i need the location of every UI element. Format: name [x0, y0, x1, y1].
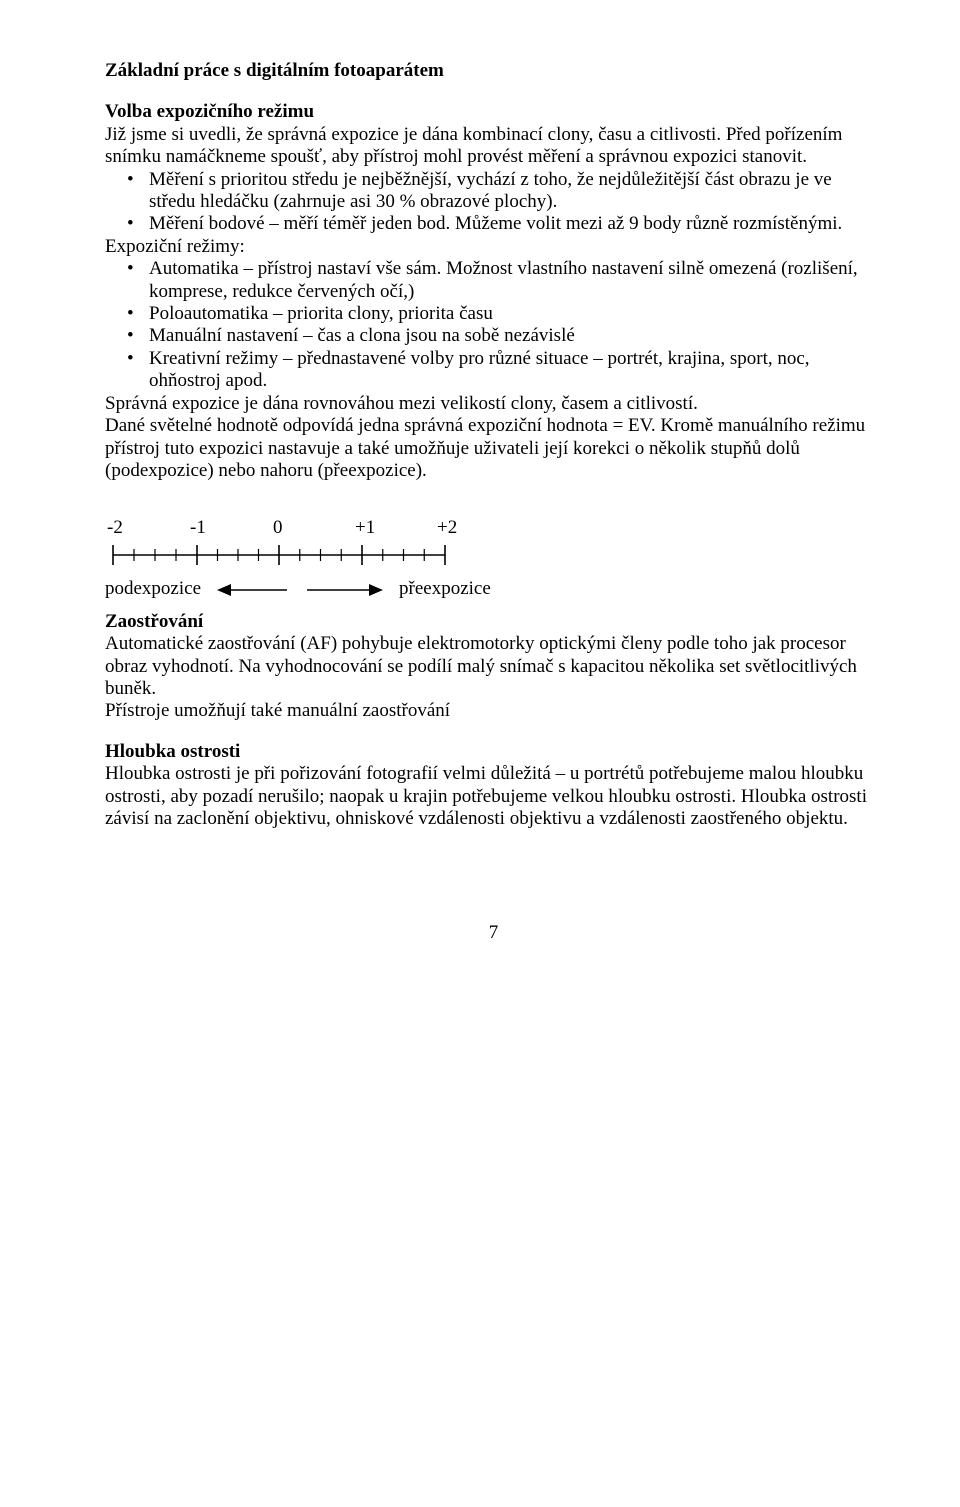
section2-para2: Přístroje umožňují také manuální zaostřo… — [105, 700, 882, 722]
doc-title: Základní práce s digitálním fotoaparátem — [105, 60, 882, 82]
ev-scale-label: 0 — [273, 518, 283, 537]
section2-heading: Zaostřování — [105, 611, 882, 633]
ev-scale-label: +2 — [437, 518, 457, 537]
ev-scale-labels: -2-10+1+2 — [107, 518, 445, 540]
ev-scale-label: -1 — [190, 518, 206, 537]
expo-modes-label: Expoziční režimy: — [105, 236, 882, 258]
list-item: Automatika – přístroj nastaví vše sám. M… — [149, 258, 882, 303]
ev-scale-label: +1 — [355, 518, 375, 537]
list-item: Poloautomatika – priorita clony, priorit… — [149, 303, 882, 325]
list-item: Manuální nastavení – čas a clona jsou na… — [149, 325, 882, 347]
overexposure-label: přeexpozice — [399, 578, 491, 600]
section3-heading: Hloubka ostrosti — [105, 741, 882, 763]
exposure-arrow-row: podexpozice přeexpozice — [105, 578, 882, 600]
underexposure-label: podexpozice — [105, 578, 201, 600]
double-arrow-icon — [215, 582, 385, 598]
list-item: Kreativní režimy – přednastavené volby p… — [149, 348, 882, 393]
section1-para2: Správná expozice je dána rovnováhou mezi… — [105, 393, 882, 415]
ev-scale-diagram — [107, 540, 449, 570]
list-item: Měření bodové – měří téměř jeden bod. Mů… — [149, 213, 882, 235]
section1-bullets-b: Automatika – přístroj nastaví vše sám. M… — [105, 258, 882, 392]
section1-bullets-a: Měření s prioritou středu je nejběžnější… — [105, 169, 882, 236]
section1-heading: Volba expozičního režimu — [105, 101, 882, 123]
page-number: 7 — [105, 922, 882, 944]
section3-para: Hloubka ostrosti je při pořizování fotog… — [105, 763, 882, 830]
section1-para3: Dané světelné hodnotě odpovídá jedna spr… — [105, 415, 882, 482]
ev-scale-label: -2 — [107, 518, 123, 537]
section2-para1: Automatické zaostřování (AF) pohybuje el… — [105, 633, 882, 700]
list-item: Měření s prioritou středu je nejběžnější… — [149, 169, 882, 214]
section1-intro: Již jsme si uvedli, že správná expozice … — [105, 124, 882, 169]
ev-scale: -2 -1 0 +1 +2 — [107, 518, 882, 570]
